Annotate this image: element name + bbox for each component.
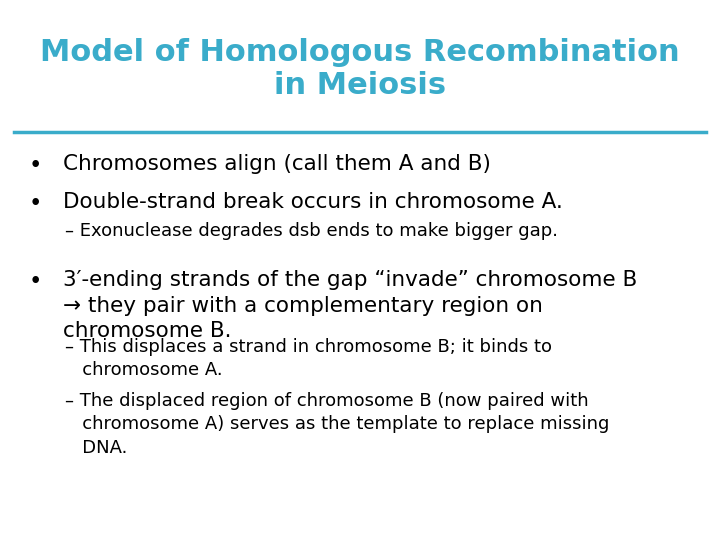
Text: Chromosomes align (call them A and B): Chromosomes align (call them A and B): [63, 154, 491, 174]
Text: •: •: [29, 154, 42, 177]
Text: – This displaces a strand in chromosome B; it binds to
   chromosome A.: – This displaces a strand in chromosome …: [65, 338, 552, 379]
Text: – Exonuclease degrades dsb ends to make bigger gap.: – Exonuclease degrades dsb ends to make …: [65, 222, 558, 240]
Text: •: •: [29, 192, 42, 215]
Text: – The displaced region of chromosome B (now paired with
   chromosome A) serves : – The displaced region of chromosome B (…: [65, 392, 609, 457]
Text: 3′-ending strands of the gap “invade” chromosome B
→ they pair with a complement: 3′-ending strands of the gap “invade” ch…: [63, 270, 638, 341]
Text: •: •: [29, 270, 42, 293]
Text: Model of Homologous Recombination
in Meiosis: Model of Homologous Recombination in Mei…: [40, 38, 680, 100]
Text: Double-strand break occurs in chromosome A.: Double-strand break occurs in chromosome…: [63, 192, 563, 212]
